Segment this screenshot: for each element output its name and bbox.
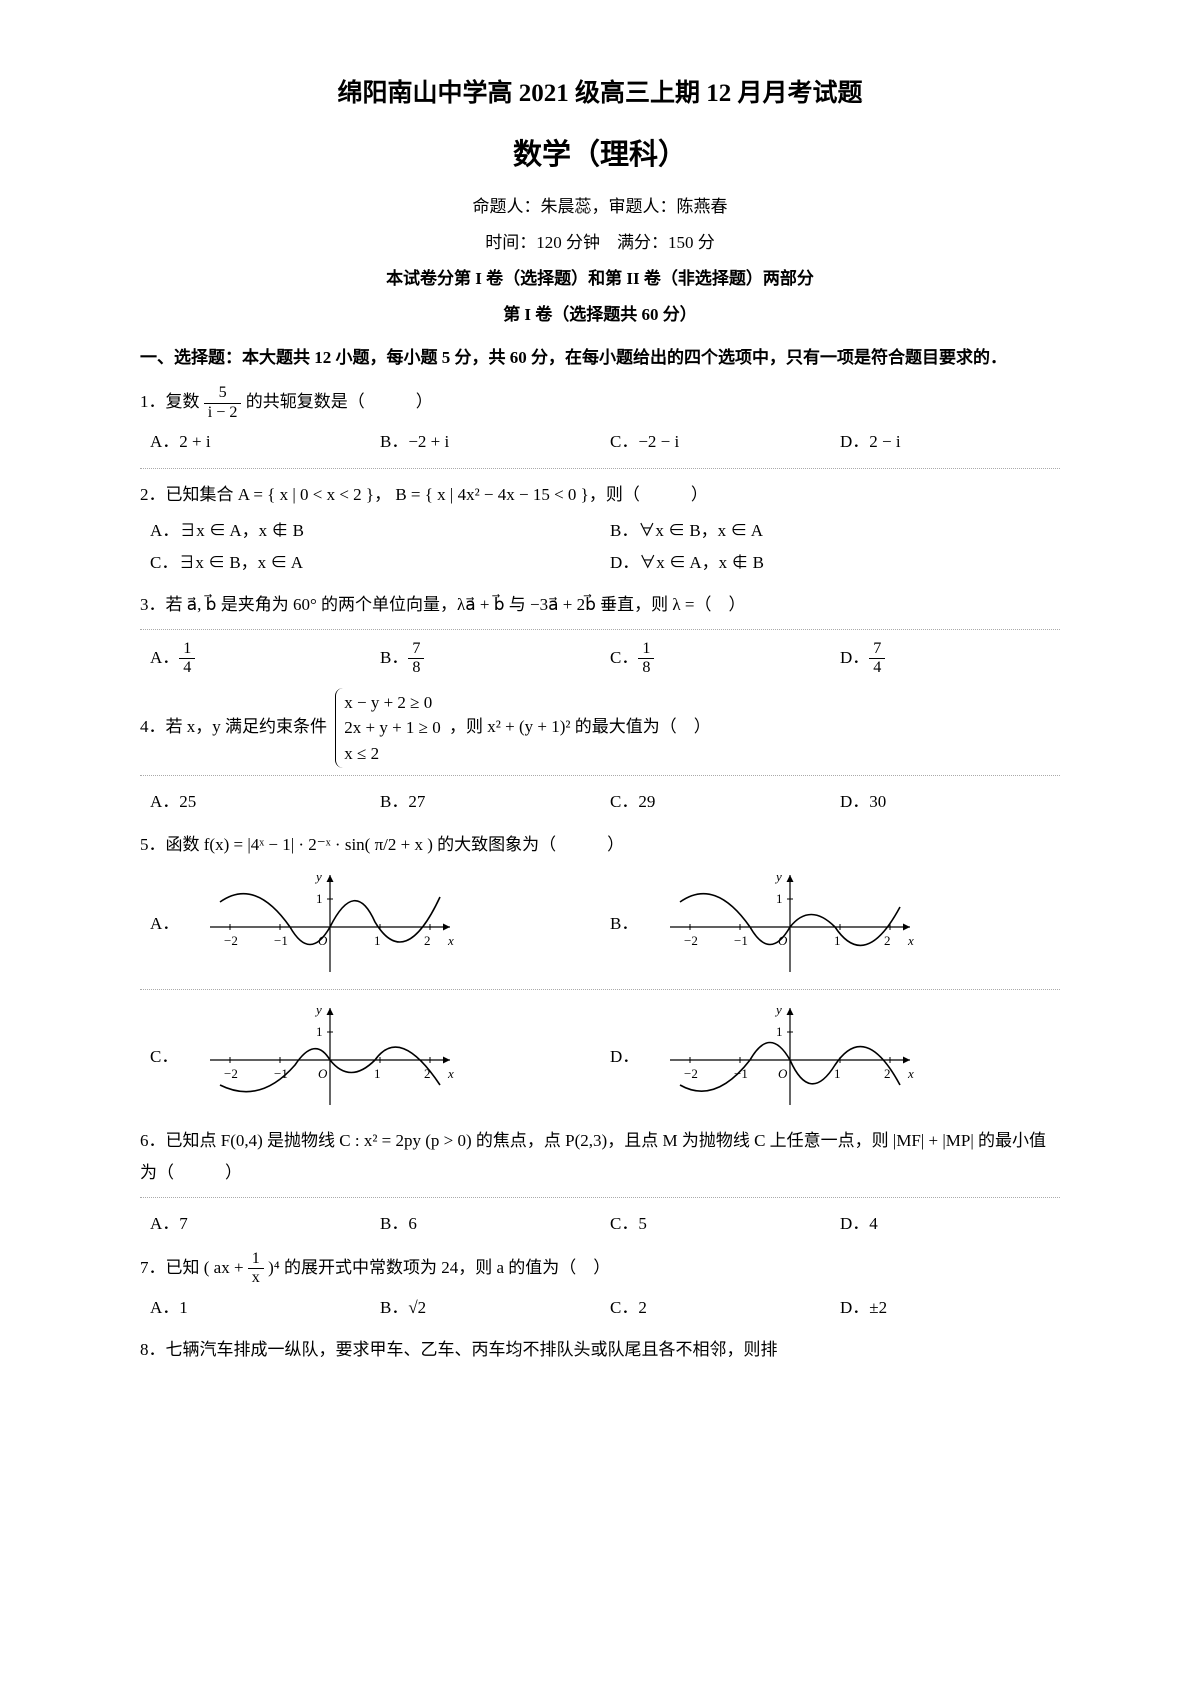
q4-A: A．25 — [140, 786, 370, 818]
svg-text:y: y — [774, 1002, 782, 1017]
q2: 2．已知集合 A = { x | 0 < x < 2 }， B = { x | … — [140, 479, 1060, 511]
q2-C: C．∃x ∈ B，x ∈ A — [140, 547, 600, 579]
q7-options: A．1 B．√2 C．2 D．±2 — [140, 1292, 1060, 1324]
q1-suf: 的共轭复数是（ ） — [246, 392, 433, 411]
svg-text:x: x — [447, 933, 454, 948]
q2-options: A．∃x ∈ A，x ∉ B B．∀x ∈ B，x ∈ A C．∃x ∈ B，x… — [140, 515, 1060, 580]
svg-text:1: 1 — [374, 1066, 381, 1081]
section1-heading: 一、选择题：本大题共 12 小题，每小题 5 分，共 60 分，在每小题给出的四… — [140, 342, 1060, 374]
divider — [140, 774, 1060, 776]
q1-options: A．2 + i B．−2 + i C．−2 − i D．2 − i — [140, 426, 1060, 458]
q7-C: C．2 — [600, 1292, 830, 1324]
authors: 命题人：朱晨蕊，审题人：陈燕春 — [140, 191, 1060, 223]
svg-text:1: 1 — [374, 933, 381, 948]
q6-B: B．6 — [370, 1208, 600, 1240]
divider — [140, 467, 1060, 469]
q4-D: D．30 — [830, 786, 1060, 818]
q5-row1: A． x y −2−1O121 B． x y −2−1O121 — [140, 867, 1060, 982]
svg-text:O: O — [318, 1066, 328, 1081]
q5-lblB: B． — [600, 908, 660, 940]
q5-graphC: x y −2−1O121 — [200, 1000, 600, 1115]
svg-text:1: 1 — [316, 891, 323, 906]
q1: 1．复数 5 i − 2 的共轭复数是（ ） — [140, 384, 1060, 422]
svg-text:1: 1 — [776, 1024, 783, 1039]
q5-lblA: A． — [140, 908, 200, 940]
subject-title: 数学（理科） — [140, 128, 1060, 183]
q3: 3．若 a⃗, b⃗ 是夹角为 60° 的两个单位向量，λa⃗ + b⃗ 与 −… — [140, 589, 1060, 621]
q2-D: D．∀x ∈ A，x ∉ B — [600, 547, 1060, 579]
svg-text:−2: −2 — [684, 1066, 698, 1081]
q1-A: A．2 + i — [140, 426, 370, 458]
q6: 6．已知点 F(0,4) 是抛物线 C : x² = 2py (p > 0) 的… — [140, 1125, 1060, 1190]
q5: 5．函数 f(x) = |4ˣ − 1| · 2⁻ˣ · sin( π/2 + … — [140, 829, 1060, 861]
svg-text:1: 1 — [316, 1024, 323, 1039]
svg-text:−1: −1 — [734, 933, 748, 948]
paper-parts: 本试卷分第 I 卷（选择题）和第 II 卷（非选择题）两部分 — [140, 263, 1060, 295]
q6-C: C．5 — [600, 1208, 830, 1240]
q3-B: B．78 — [370, 640, 600, 678]
q3-C: C．18 — [600, 640, 830, 678]
q4: 4．若 x，y 满足约束条件 x − y + 2 ≥ 0 2x + y + 1 … — [140, 688, 1060, 769]
q4-system: x − y + 2 ≥ 0 2x + y + 1 ≥ 0 x ≤ 2 — [335, 688, 441, 769]
svg-text:y: y — [774, 869, 782, 884]
q6-A: A．7 — [140, 1208, 370, 1240]
svg-text:−2: −2 — [224, 1066, 238, 1081]
q1-C: C．−2 − i — [600, 426, 830, 458]
svg-text:1: 1 — [834, 1066, 841, 1081]
svg-text:x: x — [907, 1066, 914, 1081]
time-marks: 时间：120 分钟 满分：150 分 — [140, 227, 1060, 259]
part1-heading: 第 I 卷（选择题共 60 分） — [140, 299, 1060, 331]
svg-text:y: y — [314, 1002, 322, 1017]
q1-B: B．−2 + i — [370, 426, 600, 458]
exam-title: 绵阳南山中学高 2021 级高三上期 12 月月考试题 — [140, 70, 1060, 118]
svg-text:−1: −1 — [734, 1066, 748, 1081]
q7-frac: 1 x — [248, 1250, 264, 1288]
q4-B: B．27 — [370, 786, 600, 818]
q3-A: A．14 — [140, 640, 370, 678]
svg-text:x: x — [907, 933, 914, 948]
divider — [140, 988, 1060, 990]
q7: 7．已知 ( ax + 1 x )⁴ 的展开式中常数项为 24，则 a 的值为（… — [140, 1250, 1060, 1288]
q5-graphB: x y −2−1O121 — [660, 867, 1060, 982]
q7-D: D．±2 — [830, 1292, 1060, 1324]
q6-options: A．7 B．6 C．5 D．4 — [140, 1208, 1060, 1240]
q1-pre: 1．复数 — [140, 392, 204, 411]
svg-text:1: 1 — [834, 933, 841, 948]
q1-D: D．2 − i — [830, 426, 1060, 458]
svg-text:1: 1 — [776, 891, 783, 906]
q4-options: A．25 B．27 C．29 D．30 — [140, 786, 1060, 818]
svg-text:−2: −2 — [684, 933, 698, 948]
q3-options: A．14 B．78 C．18 D．74 — [140, 640, 1060, 678]
divider — [140, 628, 1060, 630]
q8: 8．七辆汽车排成一纵队，要求甲车、乙车、丙车均不排队头或队尾且各不相邻，则排 — [140, 1334, 1060, 1366]
q2-B: B．∀x ∈ B，x ∈ A — [600, 515, 1060, 547]
divider — [140, 1196, 1060, 1198]
q7-B: B．√2 — [370, 1292, 600, 1324]
q5-lblC: C． — [140, 1041, 200, 1073]
svg-text:x: x — [447, 1066, 454, 1081]
svg-text:2: 2 — [884, 933, 891, 948]
svg-text:2: 2 — [424, 933, 431, 948]
q6-D: D．4 — [830, 1208, 1060, 1240]
q4-C: C．29 — [600, 786, 830, 818]
svg-text:y: y — [314, 869, 322, 884]
q5-graphD: x y −2−1O121 — [660, 1000, 1060, 1115]
q1-frac: 5 i − 2 — [204, 384, 242, 422]
q5-graphA: x y −2−1O121 — [200, 867, 600, 982]
svg-text:O: O — [778, 1066, 788, 1081]
q2-A: A．∃x ∈ A，x ∉ B — [140, 515, 600, 547]
q5-row2: C． x y −2−1O121 D． x y −2−1O121 — [140, 1000, 1060, 1115]
svg-text:−1: −1 — [274, 933, 288, 948]
q7-A: A．1 — [140, 1292, 370, 1324]
q3-D: D．74 — [830, 640, 1060, 678]
q5-lblD: D． — [600, 1041, 660, 1073]
svg-text:−2: −2 — [224, 933, 238, 948]
